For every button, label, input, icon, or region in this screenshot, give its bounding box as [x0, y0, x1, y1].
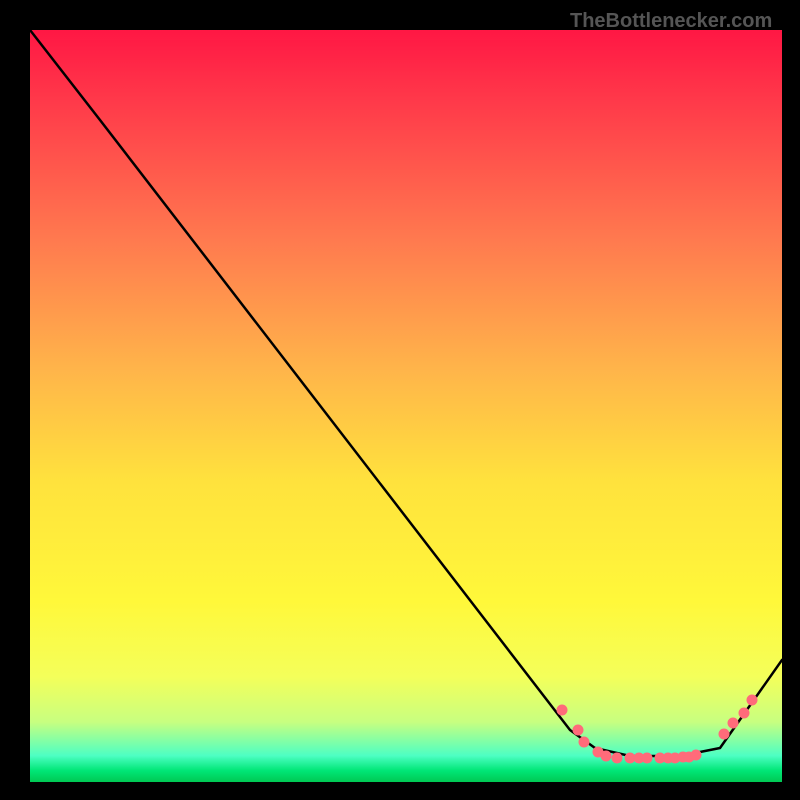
data-marker	[728, 718, 738, 728]
data-marker	[642, 753, 652, 763]
chart-svg	[30, 30, 782, 782]
data-marker	[739, 708, 749, 718]
data-marker	[579, 737, 589, 747]
chart-stage: TheBottlenecker.com	[0, 0, 800, 800]
data-marker	[573, 725, 583, 735]
watermark-text: TheBottlenecker.com	[570, 10, 772, 33]
data-marker	[557, 705, 567, 715]
plot-area	[30, 30, 782, 782]
data-marker	[612, 753, 622, 763]
gradient-background	[30, 30, 782, 782]
data-marker	[719, 729, 729, 739]
data-marker	[691, 750, 701, 760]
data-marker	[747, 695, 757, 705]
data-marker	[601, 751, 611, 761]
